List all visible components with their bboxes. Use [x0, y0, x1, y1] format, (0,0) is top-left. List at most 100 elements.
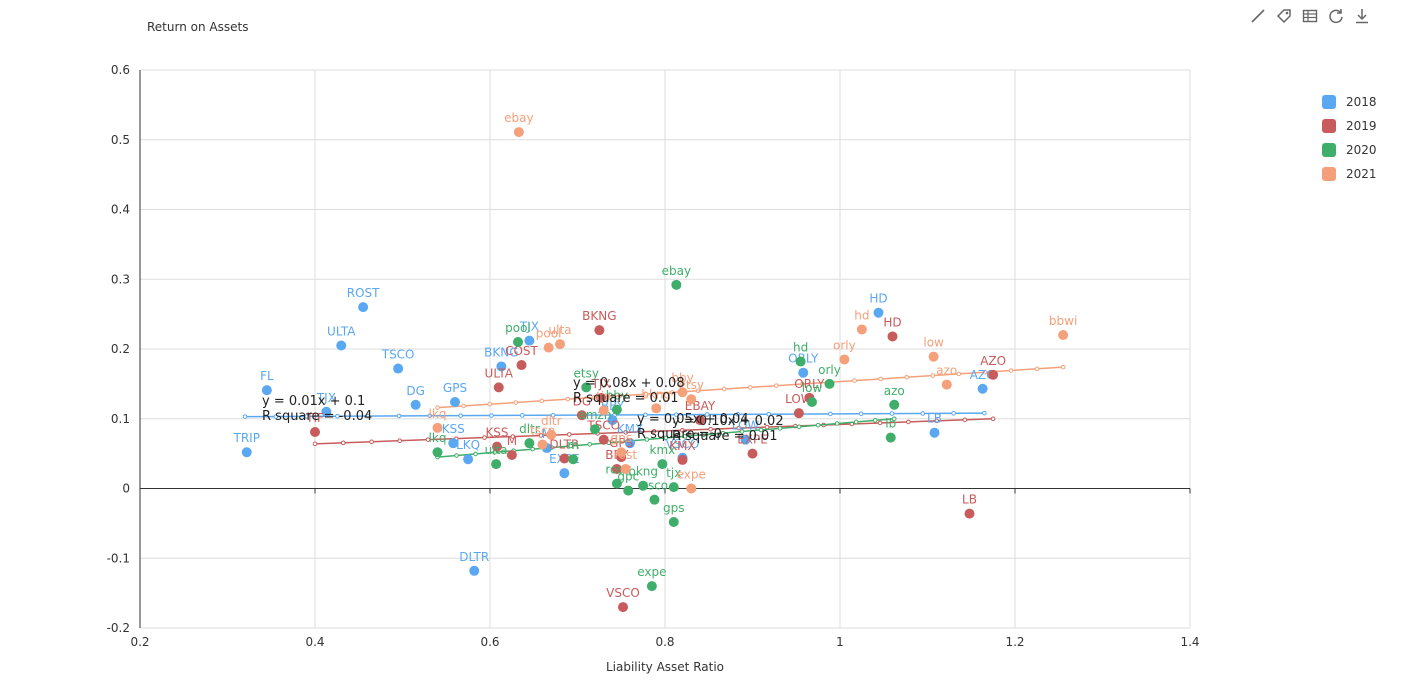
- line-icon[interactable]: [1248, 6, 1268, 26]
- data-view-icon[interactable]: [1300, 6, 1320, 26]
- trendline-marker: [736, 425, 742, 431]
- trendline-marker: [708, 426, 713, 432]
- trendline-rsquare: R square = 0.01: [573, 391, 679, 406]
- trendline-marker: [565, 396, 571, 402]
- legend-item-2020[interactable]: 2020: [1322, 138, 1377, 162]
- trendline-marker: [720, 430, 726, 436]
- data-point-2021: [928, 351, 939, 362]
- legend-swatch: [1322, 119, 1336, 133]
- x-tick-label: 1.4: [1180, 635, 1199, 649]
- data-point-2018: [393, 363, 404, 374]
- trendline-marker: [242, 414, 248, 419]
- y-axis-title: Return on Assets: [147, 20, 249, 34]
- point-label: azo: [936, 364, 957, 378]
- legend-item-2019[interactable]: 2019: [1322, 114, 1377, 138]
- trendline-marker: [852, 378, 857, 383]
- x-tick-label: 0.2: [130, 635, 149, 649]
- data-point-2020: [657, 459, 668, 470]
- data-point-2020: [513, 337, 523, 348]
- data-point-2019: [747, 448, 758, 459]
- point-label: LKQ: [456, 438, 480, 452]
- trendline-marker: [482, 435, 487, 440]
- point-label: TSCO: [381, 348, 415, 362]
- trendline-marker: [956, 371, 962, 377]
- point-label: TRIP: [233, 431, 260, 445]
- point-label: lb: [885, 417, 896, 431]
- data-point-2019: [598, 434, 609, 445]
- data-point-2021: [941, 379, 952, 390]
- legend: 2018 2019 2020 2021: [1322, 90, 1377, 186]
- point-label: BKNG: [484, 345, 518, 359]
- trendline-marker: [748, 385, 753, 390]
- point-label: etsy: [574, 366, 599, 380]
- data-point-2018: [450, 397, 460, 408]
- trendline-marker: [397, 438, 403, 444]
- trendline-marker: [435, 405, 440, 410]
- trendline-marker: [982, 410, 987, 416]
- download-icon[interactable]: [1352, 6, 1372, 26]
- trendline-marker: [487, 401, 492, 407]
- point-label: TIF: [305, 411, 324, 425]
- trendline-marker: [304, 414, 309, 419]
- point-label: hd: [793, 341, 808, 355]
- trendline-marker: [815, 422, 821, 428]
- trendline-rsquare: R square = 0.01: [672, 429, 778, 444]
- trendline-marker: [739, 429, 745, 434]
- data-point-2018: [463, 454, 474, 465]
- trendline-marker: [878, 376, 883, 382]
- point-label: gpc: [617, 470, 639, 484]
- trendline-marker: [872, 418, 878, 423]
- legend-label: 2019: [1346, 119, 1377, 133]
- trendline-marker: [990, 416, 996, 422]
- point-label: bkng: [628, 465, 658, 479]
- trendline-marker: [1008, 368, 1014, 373]
- point-label: tjx: [596, 389, 611, 403]
- trendline-marker: [982, 369, 988, 375]
- legend-item-2021[interactable]: 2021: [1322, 162, 1377, 186]
- x-tick-label: 0.8: [655, 635, 674, 649]
- point-label: orly: [818, 363, 841, 377]
- point-label: TJX: [519, 320, 539, 334]
- data-point-2020: [638, 480, 649, 491]
- data-point-2021: [686, 483, 697, 494]
- point-label: bby: [671, 371, 693, 385]
- legend-label: 2020: [1346, 143, 1377, 157]
- trendline-marker: [796, 424, 802, 430]
- refresh-icon[interactable]: [1326, 6, 1346, 26]
- data-point-2018: [410, 399, 421, 410]
- trendline-marker: [273, 414, 279, 419]
- trendline-marker: [550, 412, 556, 418]
- point-label: gps: [611, 431, 633, 445]
- point-label: AZO: [970, 368, 996, 382]
- tag-icon[interactable]: [1274, 6, 1294, 26]
- data-point-2020: [611, 478, 622, 489]
- point-label: ULTA: [327, 325, 356, 339]
- point-label: GPS: [443, 381, 467, 395]
- point-label: ROST: [347, 286, 380, 300]
- trendline-marker: [458, 413, 463, 418]
- data-point-2021: [432, 422, 443, 433]
- point-label: gps: [663, 501, 685, 515]
- trendline-marker: [828, 411, 833, 417]
- point-label: VSCO: [606, 586, 640, 600]
- trendline-marker: [644, 437, 650, 442]
- point-label: TJX: [591, 377, 611, 391]
- point-label: lkq: [429, 431, 447, 445]
- data-point-2019: [594, 325, 605, 336]
- trendline-marker: [930, 373, 936, 378]
- trendline-marker: [425, 437, 431, 442]
- point-label: bkng: [641, 387, 671, 401]
- point-label: expe: [637, 565, 666, 579]
- data-point-2018: [977, 383, 988, 394]
- point-label: pool: [536, 327, 562, 341]
- legend-item-2018[interactable]: 2018: [1322, 90, 1377, 114]
- trendline-marker: [766, 411, 772, 417]
- trendline-marker: [539, 398, 545, 404]
- data-point-2018: [559, 468, 570, 479]
- trendline-equation: y = 0.01x + 0.1: [262, 394, 365, 409]
- data-point-2020: [885, 432, 896, 443]
- data-point-2021: [686, 394, 697, 405]
- data-point-2018: [448, 438, 459, 449]
- data-point-2021: [598, 405, 609, 416]
- data-point-2019: [493, 382, 504, 393]
